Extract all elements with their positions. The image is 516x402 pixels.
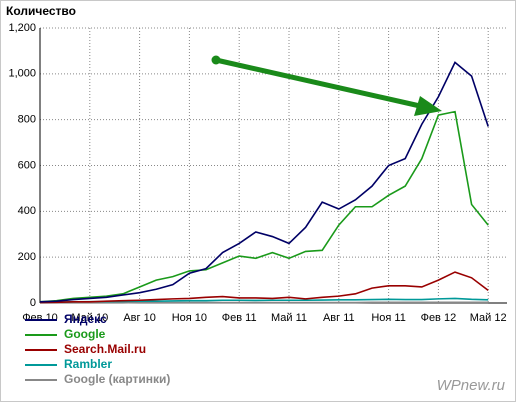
series-line <box>39 61 489 303</box>
legend-label: Google (картинки) <box>64 372 170 386</box>
y-tick-label: 1,000 <box>8 68 36 80</box>
x-tick-label: Авг 11 <box>323 312 355 324</box>
x-tick-label: Май 11 <box>271 312 307 324</box>
annotation-dot <box>211 55 221 65</box>
legend-label: Яндекс <box>64 312 107 326</box>
x-tick-label: Май 10 <box>71 312 108 324</box>
legend-label: Rambler <box>64 357 112 371</box>
series-line <box>39 271 489 304</box>
y-tick-label: 200 <box>18 251 36 263</box>
x-tick-label: Ноя 10 <box>172 312 207 324</box>
legend-label: Google <box>64 327 106 341</box>
y-tick-label: 1,200 <box>8 22 36 34</box>
chart-title: Количество <box>6 4 76 18</box>
watermark: WPnew.ru <box>437 377 506 394</box>
legend-label: Search.Mail.ru <box>64 342 146 356</box>
annotation-arrow <box>215 57 421 109</box>
series-line <box>39 110 489 303</box>
y-tick-label: 0 <box>30 297 36 309</box>
x-tick-label: Авг 10 <box>123 312 155 324</box>
y-tick-label: 800 <box>18 114 36 126</box>
x-tick-label: Фев 11 <box>222 312 257 324</box>
annotation-arrowhead <box>414 96 442 116</box>
y-tick-label: 600 <box>18 159 36 171</box>
y-tick-label: 400 <box>18 205 36 217</box>
x-tick-label: Фев 12 <box>421 312 457 324</box>
x-tick-label: Май 12 <box>470 312 507 324</box>
x-tick-label: Ноя 11 <box>371 312 406 324</box>
x-tick-label: Фев 10 <box>22 312 58 324</box>
